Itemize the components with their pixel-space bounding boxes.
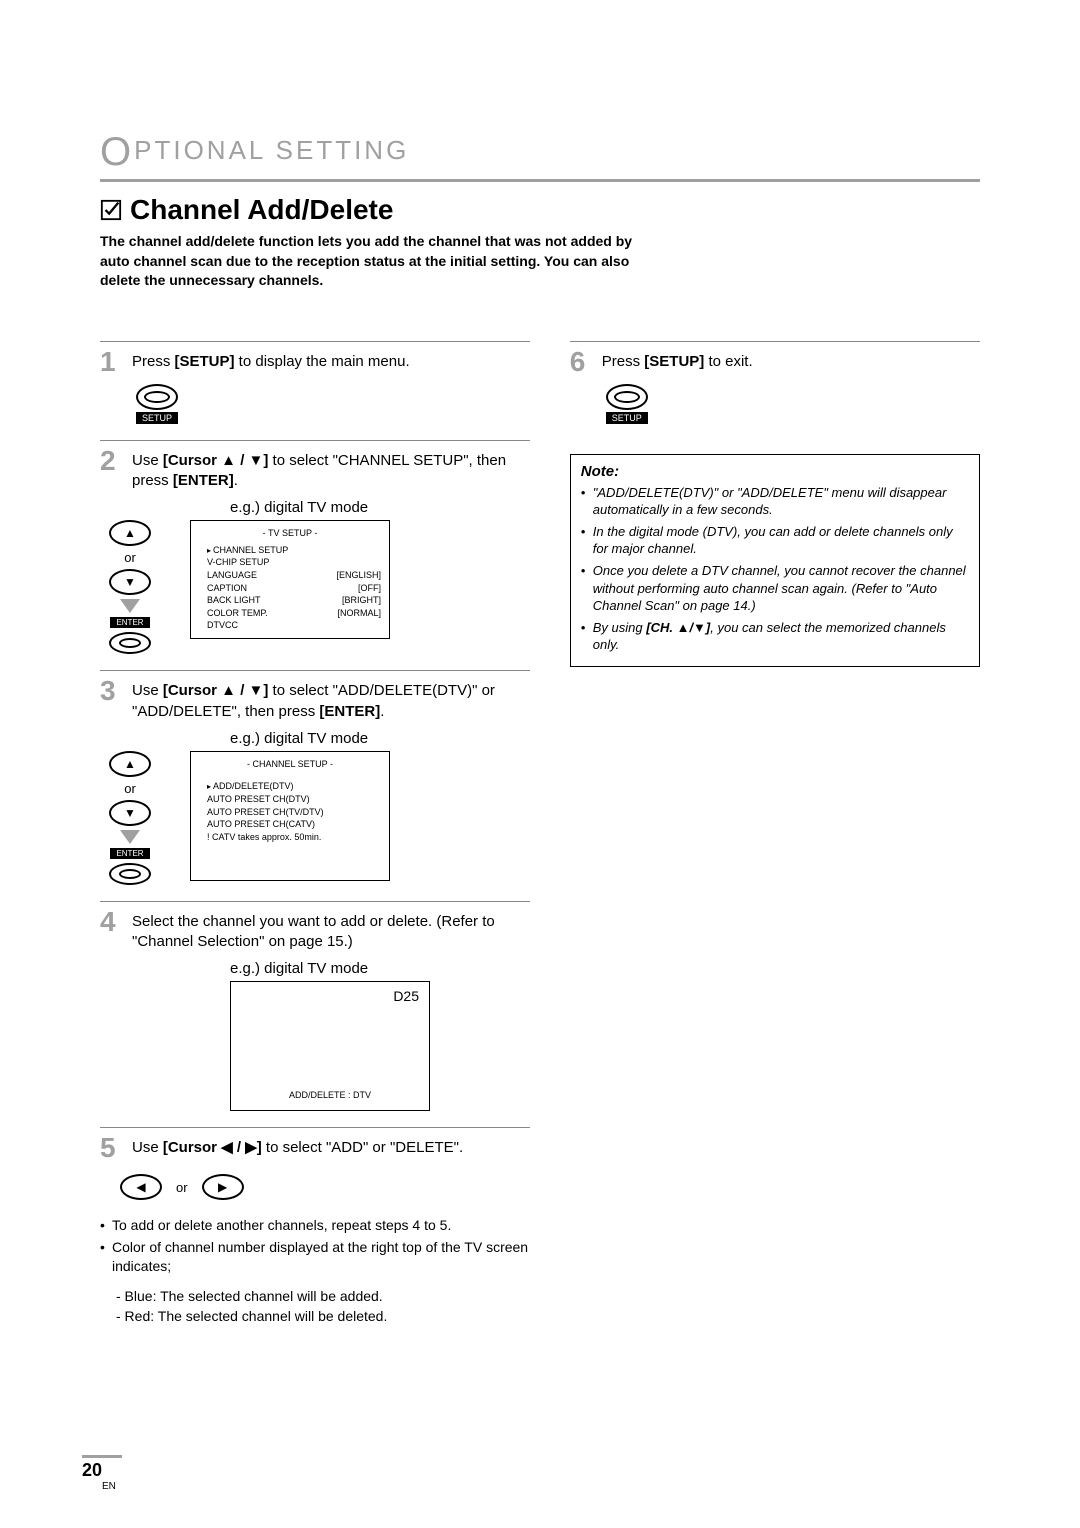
setup-button-icon: SETUP bbox=[132, 384, 182, 424]
step-2: 2 Use [Cursor ▲ / ▼] to select "CHANNEL … bbox=[100, 440, 530, 671]
step-3: 3 Use [Cursor ▲ / ▼] to select "ADD/DELE… bbox=[100, 670, 530, 901]
step-text: Use [Cursor ▲ / ▼] to select "CHANNEL SE… bbox=[132, 447, 530, 492]
step5-bullets: To add or delete another channels, repea… bbox=[100, 1216, 530, 1326]
header-o: O bbox=[100, 130, 134, 174]
step-text: Press [SETUP] to exit. bbox=[602, 348, 753, 372]
checkbox-icon bbox=[100, 199, 122, 221]
step-number: 4 bbox=[100, 908, 124, 936]
left-column: 1 Press [SETUP] to display the main menu… bbox=[100, 341, 530, 1342]
up-button-icon: ▲ bbox=[109, 520, 151, 546]
step-6: 6 Press [SETUP] to exit. SETUP bbox=[570, 341, 980, 440]
triangle-down-icon bbox=[120, 830, 140, 844]
right-column: 6 Press [SETUP] to exit. SETUP Note: "AD… bbox=[570, 341, 980, 1342]
triangle-down-icon bbox=[120, 599, 140, 613]
page-title: Channel Add/Delete bbox=[130, 194, 393, 226]
channel-display-screen: D25 ADD/DELETE : DTV bbox=[230, 981, 430, 1111]
step-text: Press [SETUP] to display the main menu. bbox=[132, 348, 410, 372]
step-5: 5 Use [Cursor ◀ / ▶] to select "ADD" or … bbox=[100, 1127, 530, 1342]
step-text: Select the channel you want to add or de… bbox=[132, 908, 530, 953]
down-button-icon: ▼ bbox=[109, 800, 151, 826]
eg-label: e.g.) digital TV mode bbox=[230, 730, 530, 747]
step-number: 6 bbox=[570, 348, 594, 376]
section-header: OPTIONAL SETTING bbox=[100, 130, 980, 182]
page-lang: EN bbox=[82, 1481, 122, 1492]
step-number: 3 bbox=[100, 677, 124, 705]
tv-setup-screen: - TV SETUP - CHANNEL SETUP V-CHIP SETUP … bbox=[190, 520, 390, 639]
page-footer: 20 EN bbox=[82, 1455, 122, 1492]
channel-setup-screen: - CHANNEL SETUP - ADD/DELETE(DTV) AUTO P… bbox=[190, 751, 390, 881]
note-title: Note: bbox=[581, 463, 969, 480]
header-rest: PTIONAL SETTING bbox=[134, 135, 409, 165]
enter-label: ENTER bbox=[110, 848, 149, 859]
intro-text: The channel add/delete function lets you… bbox=[100, 232, 660, 291]
step-number: 2 bbox=[100, 447, 124, 475]
eg-label: e.g.) digital TV mode bbox=[230, 960, 530, 977]
setup-button-icon: SETUP bbox=[602, 384, 652, 424]
step-number: 1 bbox=[100, 348, 124, 376]
enter-button-icon bbox=[109, 863, 151, 885]
cursor-buttons-icon: ▲ or ▼ ENTER bbox=[100, 751, 160, 885]
cursor-buttons-icon: ▲ or ▼ ENTER bbox=[100, 520, 160, 654]
down-button-icon: ▼ bbox=[109, 569, 151, 595]
step-text: Use [Cursor ◀ / ▶] to select "ADD" or "D… bbox=[132, 1134, 463, 1158]
title-row: Channel Add/Delete bbox=[100, 194, 980, 226]
right-button-icon: ▶ bbox=[202, 1174, 244, 1200]
enter-button-icon bbox=[109, 632, 151, 654]
step-4: 4 Select the channel you want to add or … bbox=[100, 901, 530, 1128]
eg-label: e.g.) digital TV mode bbox=[230, 499, 530, 516]
enter-label: ENTER bbox=[110, 617, 149, 628]
step-text: Use [Cursor ▲ / ▼] to select "ADD/DELETE… bbox=[132, 677, 530, 722]
note-list: "ADD/DELETE(DTV)" or "ADD/DELETE" menu w… bbox=[581, 484, 969, 654]
note-box: Note: "ADD/DELETE(DTV)" or "ADD/DELETE" … bbox=[570, 454, 980, 667]
step-1: 1 Press [SETUP] to display the main menu… bbox=[100, 341, 530, 440]
up-button-icon: ▲ bbox=[109, 751, 151, 777]
step-number: 5 bbox=[100, 1134, 124, 1162]
left-right-buttons: ◀ or ▶ bbox=[120, 1174, 530, 1200]
page-number: 20 bbox=[82, 1460, 122, 1481]
left-button-icon: ◀ bbox=[120, 1174, 162, 1200]
